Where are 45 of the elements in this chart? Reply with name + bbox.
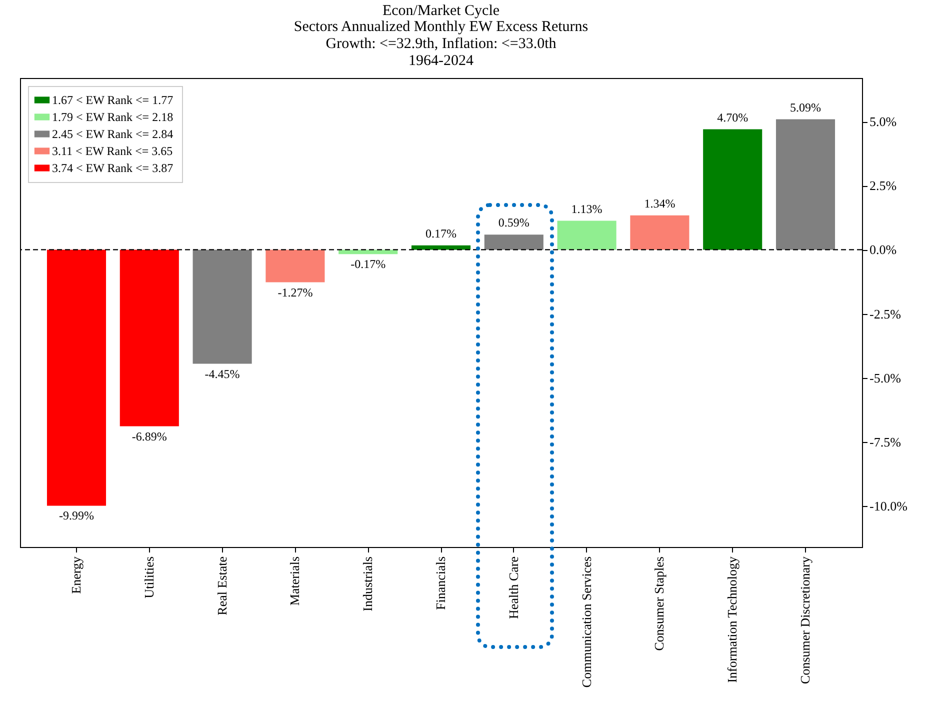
x-tick-label: Health Care: [506, 556, 521, 619]
legend-label: 1.79 < EW Rank <= 2.18: [52, 110, 174, 124]
bar: [630, 215, 690, 250]
text: -4.45%: [204, 366, 240, 381]
legend-label: 3.74 < EW Rank <= 3.87: [52, 161, 174, 175]
y-tick-label: -5.0%: [870, 370, 902, 386]
x-tick-label: Consumer Discretionary: [798, 556, 812, 684]
text: -6.89%: [132, 429, 167, 444]
y-tick-label: -7.5%: [870, 434, 902, 450]
chart-subtitle: Sectors Annualized Monthly EW Excess Returns Growth: <=32.9th, Inflation: <=33.0th 1964-2024: [294, 19, 588, 69]
y-tick-label: 2.5%: [870, 178, 897, 194]
bar: [484, 234, 544, 250]
text: -9.99%: [59, 508, 94, 523]
x-tick-label: Real Estate: [214, 556, 230, 616]
text: 0.59%: [498, 216, 530, 230]
x-tick-label: Communication Services: [578, 556, 594, 688]
bar: [120, 250, 179, 426]
x-tick-label: Information Technology: [724, 556, 740, 683]
text: 1.34%: [644, 196, 676, 210]
bar: [46, 250, 106, 506]
y-tick-label: -10.0%: [870, 498, 908, 514]
text: -0.17%: [350, 257, 386, 272]
text: 4.70%: [717, 110, 748, 124]
legend-label: 1.67 < EW Rank <= 1.77: [52, 93, 174, 107]
legend-label: 3.11 < EW Rank <= 3.65: [52, 144, 173, 158]
y-tick-label: -2.5%: [870, 306, 902, 322]
x-tick-label: Energy: [68, 556, 84, 594]
text: 1.13%: [571, 202, 602, 216]
bar: [703, 129, 762, 250]
legend-label: 2.45 < EW Rank <= 2.84: [52, 127, 174, 141]
x-tick-label: Industrials: [360, 556, 376, 612]
text: -1.27%: [278, 285, 313, 300]
bar: [776, 119, 836, 250]
x-tick-label: Consumer Staples: [652, 556, 667, 651]
bar: [557, 220, 616, 250]
chart-title: Econ/Market Cycle: [382, 3, 500, 19]
text: 5.09%: [790, 100, 821, 114]
bar: [266, 250, 325, 282]
x-tick-label: Materials: [287, 556, 302, 606]
y-tick-label: 0.0%: [870, 242, 897, 258]
x-tick-label: Utilities: [141, 556, 156, 598]
bar: [192, 250, 252, 364]
x-tick-label: Financials: [433, 556, 448, 610]
y-tick-label: 5.0%: [870, 114, 897, 130]
text: 0.17%: [426, 226, 456, 240]
